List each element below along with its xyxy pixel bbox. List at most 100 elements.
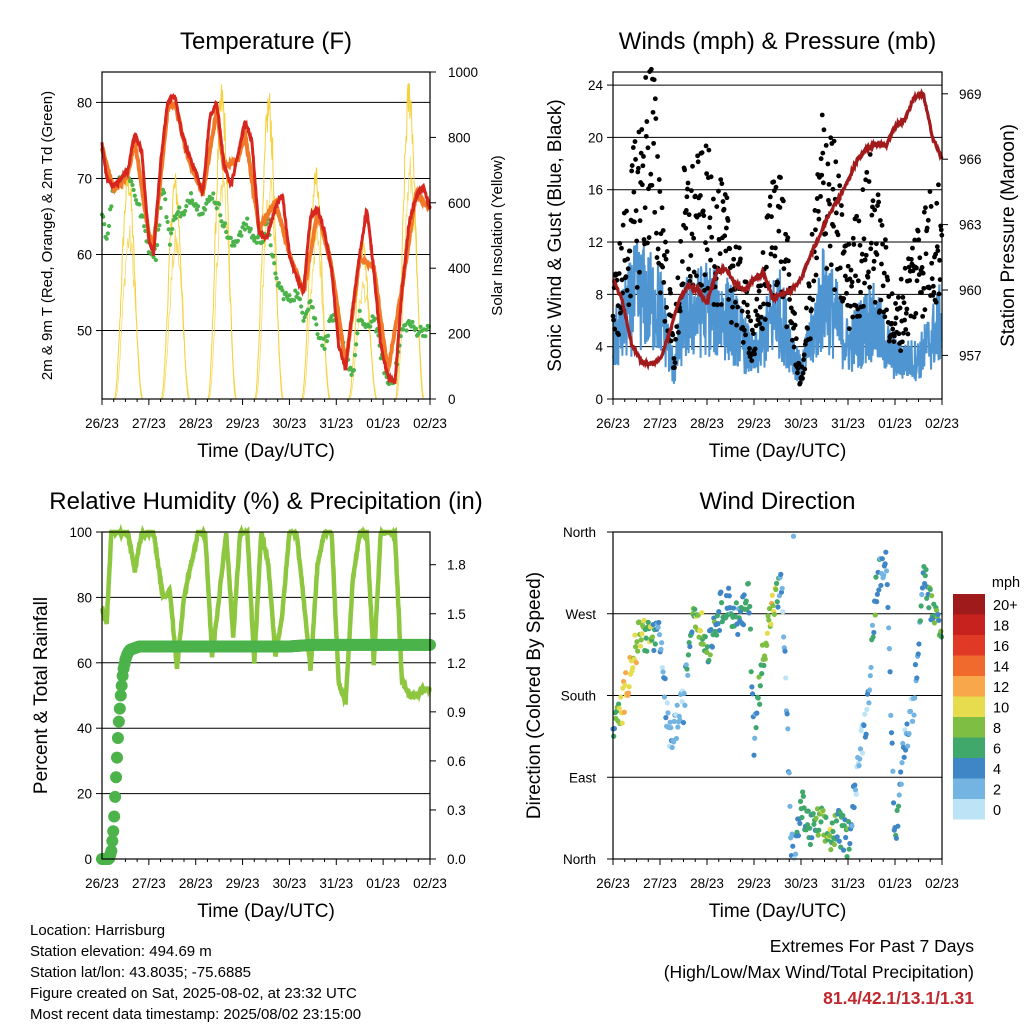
gust-point (823, 231, 829, 237)
direction-point (769, 592, 775, 598)
gust-point (826, 197, 831, 203)
gust-point (641, 154, 646, 159)
direction-xtick-label: 26/23 (596, 876, 630, 891)
gust-point (659, 205, 665, 211)
winds-y2tick-label: 966 (959, 152, 982, 167)
gust-point (644, 119, 650, 124)
gust-point (934, 244, 940, 250)
direction-point (936, 617, 942, 624)
gust-point (616, 332, 622, 338)
gust-point (804, 305, 809, 311)
direction-point (783, 675, 789, 681)
gust-point (672, 360, 678, 366)
gust-point (862, 280, 867, 286)
dewpoint-point (202, 207, 208, 212)
direction-point (633, 660, 639, 666)
direction-point (831, 841, 837, 848)
gust-point (735, 304, 741, 310)
gust-point (695, 153, 700, 159)
dewpoint-point (245, 216, 250, 221)
gust-point (645, 145, 651, 151)
gust-point (849, 279, 855, 285)
dewpoint-point (232, 243, 237, 248)
dewpoint-point (166, 227, 171, 232)
direction-point (795, 833, 802, 839)
winds-xlabel: Time (Day/UTC) (709, 441, 847, 462)
direction-point (755, 695, 761, 701)
gust-point (841, 249, 847, 255)
gust-point (649, 182, 655, 188)
dewpoint-point (400, 327, 406, 332)
gust-point (717, 251, 723, 257)
direction-point (859, 750, 866, 756)
direction-point (886, 646, 892, 652)
direction-xtick-label: 31/23 (831, 876, 865, 891)
gust-point (624, 208, 629, 214)
direction-point (766, 617, 772, 623)
direction-point (874, 591, 880, 597)
gust-point (710, 196, 716, 202)
gust-point (772, 253, 778, 259)
direction-xtick-label: 02/23 (925, 876, 959, 891)
gust-point (688, 253, 694, 258)
gust-point (744, 302, 750, 308)
direction-point (759, 670, 765, 677)
gust-point (916, 272, 922, 277)
gust-point (773, 245, 778, 251)
dewpoint-point (214, 206, 219, 211)
gust-point (668, 338, 674, 344)
humidity-line (100, 523, 432, 708)
direction-point (820, 807, 826, 814)
direction-point (849, 823, 855, 829)
dewpoint-point (188, 191, 194, 196)
dewpoint-point (200, 211, 205, 216)
gust-point (762, 317, 768, 322)
gust-point (792, 311, 798, 316)
gust-point (885, 277, 891, 283)
direction-xtick-label: 28/23 (690, 876, 724, 891)
direction-point (679, 698, 685, 705)
rainfall-point (108, 810, 121, 823)
winds-title: Winds (mph) & Pressure (mb) (619, 28, 936, 55)
direction-point (668, 725, 674, 731)
gust-point (756, 288, 762, 294)
dewpoint-point (274, 276, 279, 281)
direction-xlabel: Time (Day/UTC) (709, 901, 847, 922)
gust-point (856, 218, 862, 224)
gust-point (844, 290, 849, 296)
gust-point (639, 182, 645, 188)
direction-point (904, 721, 910, 727)
gust-point (701, 213, 707, 219)
gust-point (645, 240, 650, 246)
rainfall-point (111, 732, 124, 745)
direction-point (702, 634, 708, 640)
direction-point (639, 631, 645, 637)
gust-point (686, 266, 691, 272)
rainfall-point (110, 771, 123, 784)
dewpoint-point (131, 187, 136, 193)
gust-point (789, 320, 795, 326)
gust-point (874, 252, 880, 257)
gust-point (777, 205, 783, 210)
gust-point (634, 285, 640, 290)
dewpoint-point (105, 231, 110, 236)
gust-point (760, 250, 766, 255)
gust-point (656, 177, 662, 182)
gust-point (648, 171, 654, 177)
gust-point (767, 194, 773, 200)
direction-point (784, 711, 790, 717)
direction-point (800, 793, 806, 799)
gust-point (809, 307, 814, 312)
gust-point (784, 324, 790, 330)
temperature-ytick-label: 60 (77, 248, 92, 263)
direction-point (681, 690, 687, 697)
gust-point (831, 138, 837, 144)
direction-point (671, 739, 677, 745)
dewpoint-point (140, 214, 146, 219)
dewpoint-point (302, 315, 307, 320)
temperature-xtick-label: 31/23 (319, 416, 353, 431)
gust-point (873, 241, 879, 247)
gust-point (849, 283, 854, 289)
gust-point (623, 274, 629, 280)
gust-point (682, 167, 688, 173)
